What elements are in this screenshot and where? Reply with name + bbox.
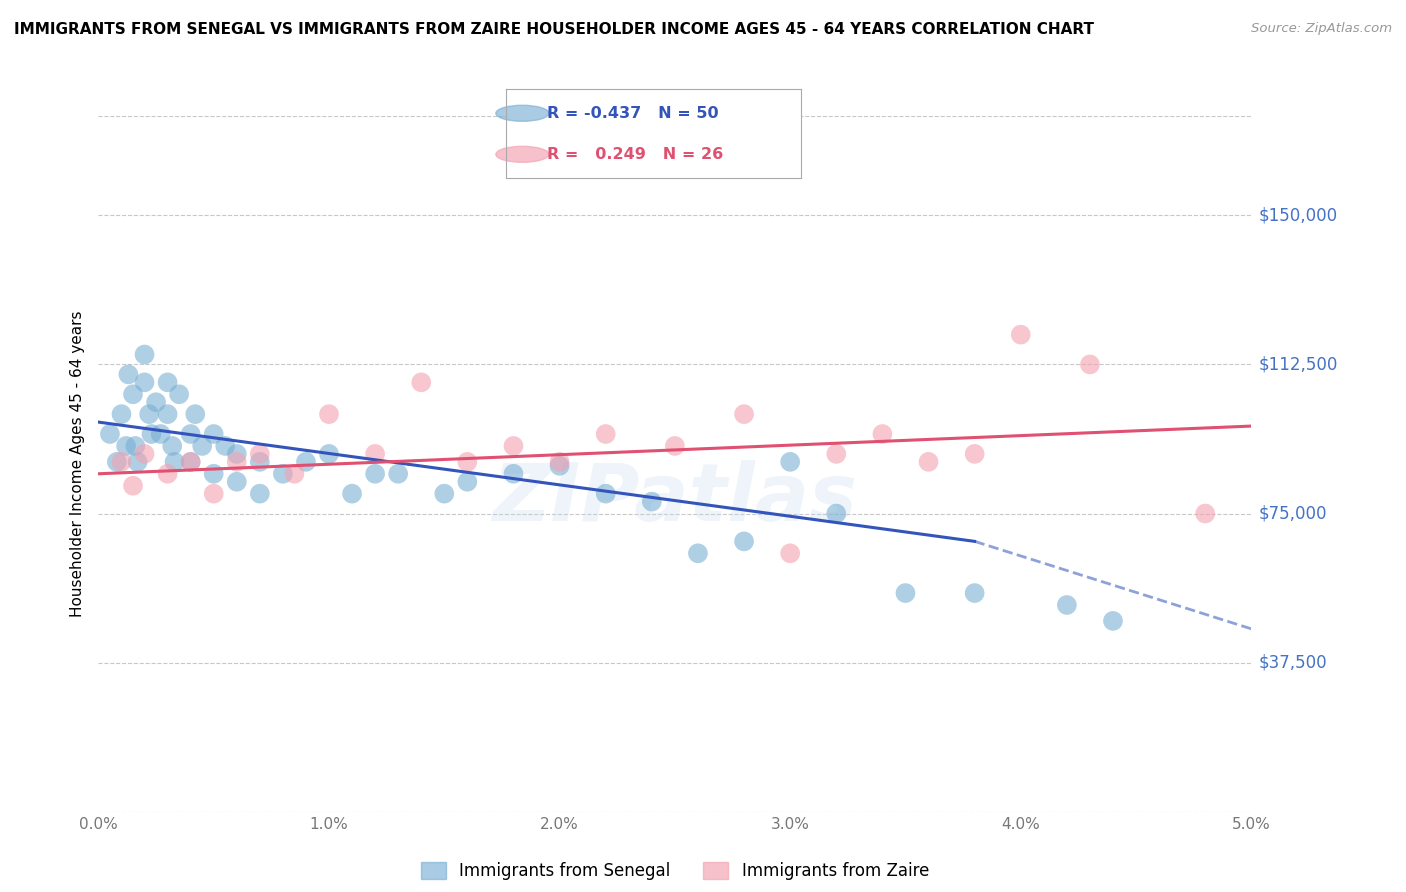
Circle shape bbox=[496, 146, 548, 162]
Point bbox=[779, 546, 801, 560]
Y-axis label: Householder Income Ages 45 - 64 years: Householder Income Ages 45 - 64 years bbox=[69, 310, 84, 617]
Point bbox=[134, 447, 156, 461]
Text: R =   0.249   N = 26: R = 0.249 N = 26 bbox=[547, 147, 724, 161]
Point bbox=[180, 427, 202, 442]
Point bbox=[202, 486, 225, 500]
Point bbox=[1078, 358, 1101, 372]
Point bbox=[98, 427, 121, 442]
Point bbox=[364, 467, 387, 481]
Point bbox=[340, 486, 363, 500]
Point bbox=[1056, 598, 1078, 612]
Text: IMMIGRANTS FROM SENEGAL VS IMMIGRANTS FROM ZAIRE HOUSEHOLDER INCOME AGES 45 - 64: IMMIGRANTS FROM SENEGAL VS IMMIGRANTS FR… bbox=[14, 22, 1094, 37]
Point bbox=[894, 586, 917, 600]
Point bbox=[548, 458, 571, 473]
Point bbox=[433, 486, 456, 500]
Point bbox=[115, 439, 138, 453]
Point bbox=[664, 439, 686, 453]
Point bbox=[163, 455, 186, 469]
Point bbox=[141, 427, 163, 442]
Point bbox=[110, 407, 132, 421]
Point bbox=[134, 347, 156, 361]
Point bbox=[825, 447, 848, 461]
Point bbox=[180, 455, 202, 469]
Point bbox=[180, 455, 202, 469]
Point bbox=[225, 455, 247, 469]
Point bbox=[456, 455, 478, 469]
Point bbox=[249, 447, 271, 461]
Point bbox=[733, 534, 755, 549]
Circle shape bbox=[496, 105, 548, 121]
Point bbox=[595, 486, 617, 500]
Point bbox=[364, 447, 387, 461]
Point bbox=[318, 407, 340, 421]
Point bbox=[225, 475, 247, 489]
Point bbox=[202, 467, 225, 481]
Point bbox=[963, 447, 986, 461]
Point bbox=[872, 427, 894, 442]
Legend: Immigrants from Senegal, Immigrants from Zaire: Immigrants from Senegal, Immigrants from… bbox=[413, 855, 936, 887]
Point bbox=[502, 467, 524, 481]
Point bbox=[105, 455, 128, 469]
Point bbox=[117, 368, 139, 382]
Point bbox=[686, 546, 709, 560]
Text: $37,500: $37,500 bbox=[1258, 654, 1327, 672]
Point bbox=[156, 467, 179, 481]
Point bbox=[249, 486, 271, 500]
Point bbox=[283, 467, 305, 481]
Point bbox=[156, 407, 179, 421]
Point bbox=[160, 439, 183, 453]
Text: R = -0.437   N = 50: R = -0.437 N = 50 bbox=[547, 106, 718, 120]
Point bbox=[249, 455, 271, 469]
Point bbox=[318, 447, 340, 461]
Point bbox=[184, 407, 207, 421]
Point bbox=[595, 427, 617, 442]
Text: ZIPatlas: ZIPatlas bbox=[492, 459, 858, 538]
Text: $75,000: $75,000 bbox=[1258, 505, 1327, 523]
Point bbox=[733, 407, 755, 421]
Point bbox=[124, 439, 146, 453]
Point bbox=[191, 439, 214, 453]
Text: $150,000: $150,000 bbox=[1258, 206, 1337, 225]
Point bbox=[202, 427, 225, 442]
Point bbox=[271, 467, 294, 481]
Point bbox=[963, 586, 986, 600]
Point bbox=[825, 507, 848, 521]
Point bbox=[548, 455, 571, 469]
Point bbox=[127, 455, 149, 469]
Point bbox=[387, 467, 409, 481]
Point bbox=[156, 376, 179, 390]
Point bbox=[295, 455, 318, 469]
Point bbox=[1194, 507, 1216, 521]
Point bbox=[917, 455, 939, 469]
Point bbox=[641, 494, 664, 508]
Point bbox=[138, 407, 160, 421]
Point bbox=[214, 439, 236, 453]
Point bbox=[502, 439, 524, 453]
Point bbox=[122, 387, 145, 401]
Point bbox=[110, 455, 132, 469]
Point bbox=[456, 475, 478, 489]
Point bbox=[134, 376, 156, 390]
Point bbox=[167, 387, 190, 401]
Point bbox=[122, 479, 145, 493]
Point bbox=[1010, 327, 1032, 342]
Point bbox=[1102, 614, 1125, 628]
Point bbox=[145, 395, 167, 409]
Point bbox=[779, 455, 801, 469]
Text: $112,500: $112,500 bbox=[1258, 355, 1337, 374]
Text: Source: ZipAtlas.com: Source: ZipAtlas.com bbox=[1251, 22, 1392, 36]
Point bbox=[225, 447, 247, 461]
Point bbox=[411, 376, 433, 390]
Point bbox=[149, 427, 172, 442]
